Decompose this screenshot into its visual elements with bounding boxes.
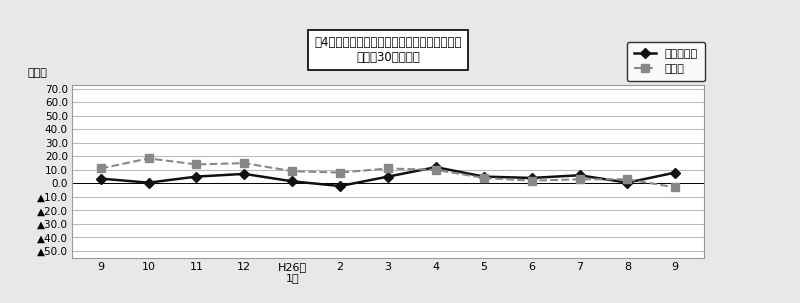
製造業 [574, 178, 584, 181]
調査産業計 [192, 175, 202, 178]
調査産業計 [239, 172, 249, 176]
調査産業計 [622, 181, 632, 185]
製造業 [192, 163, 202, 166]
製造業 [287, 169, 297, 173]
調査産業計 [479, 175, 489, 178]
調査産業計 [670, 171, 680, 174]
調査産業計 [574, 173, 584, 177]
調査産業計 [287, 179, 297, 183]
製造業 [335, 171, 345, 174]
製造業 [383, 167, 393, 170]
製造業 [670, 185, 680, 189]
調査産業計 [335, 184, 345, 188]
製造業 [479, 176, 489, 180]
Text: （％）: （％） [28, 68, 48, 78]
Line: 製造業: 製造業 [97, 155, 679, 191]
製造業 [144, 157, 154, 160]
Text: 围4　所定外労働時間の推移（対前年同月比）
－規樨30人以上－: 围4 所定外労働時間の推移（対前年同月比） －規樨30人以上－ [314, 36, 462, 64]
調査産業計 [96, 177, 106, 180]
調査産業計 [383, 175, 393, 178]
製造業 [622, 178, 632, 181]
製造業 [96, 167, 106, 170]
製造業 [431, 168, 441, 172]
調査産業計 [144, 181, 154, 185]
Line: 調査産業計: 調査産業計 [98, 164, 678, 189]
Legend: 調査産業計, 製造業: 調査産業計, 製造業 [627, 42, 705, 81]
製造業 [239, 161, 249, 165]
製造業 [527, 179, 537, 182]
調査産業計 [431, 165, 441, 169]
調査産業計 [527, 176, 537, 180]
